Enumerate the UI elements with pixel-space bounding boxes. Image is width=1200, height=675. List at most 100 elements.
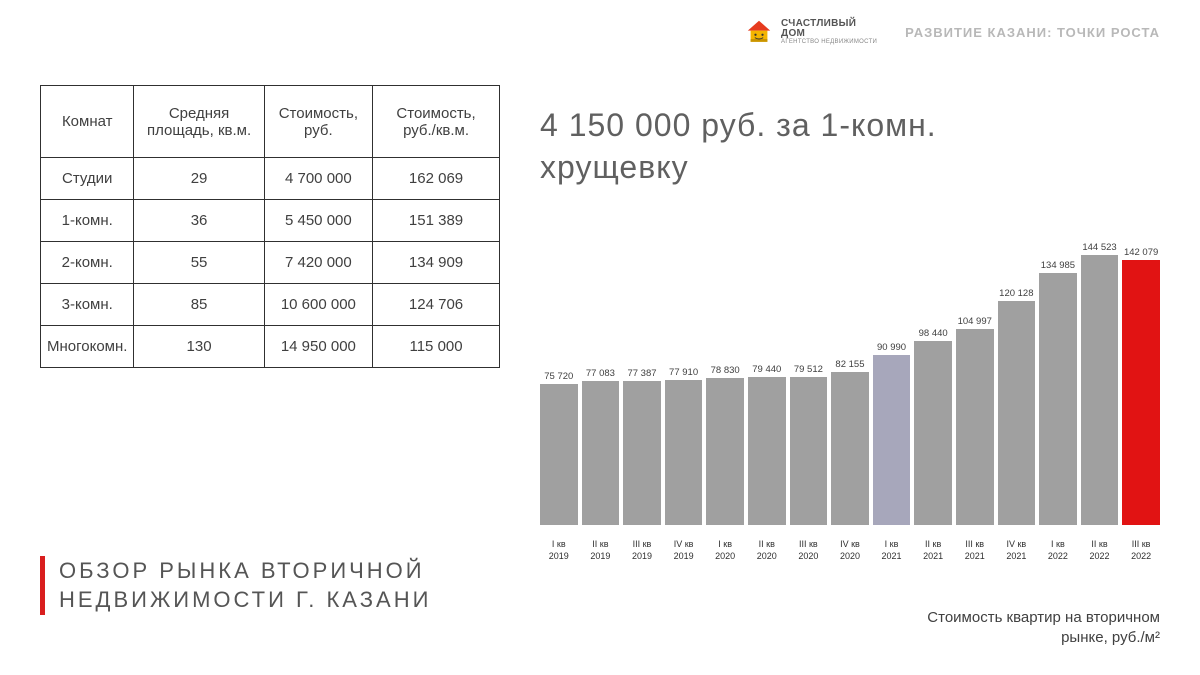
bar: [1081, 255, 1119, 525]
bar-value-label: 144 523: [1082, 242, 1116, 253]
section-title-line1: ОБЗОР РЫНКА ВТОРИЧНОЙ: [59, 556, 431, 586]
bar: [873, 355, 911, 525]
bar: [998, 301, 1036, 525]
bar-x-label: III кв2022: [1122, 539, 1160, 565]
bar-x-label: III кв2019: [623, 539, 661, 565]
bar-x-label: I кв2022: [1039, 539, 1077, 565]
table-cell: Студии: [41, 158, 134, 200]
table-row: 2-комн.557 420 000134 909: [41, 242, 500, 284]
bar-x-label: II кв2019: [582, 539, 620, 565]
table-cell: 130: [134, 326, 264, 368]
col-costm2: Стоимость, руб./кв.м.: [373, 86, 500, 158]
table-cell: 4 700 000: [264, 158, 372, 200]
bar-value-label: 98 440: [919, 328, 948, 339]
bar-column: 77 910: [665, 367, 703, 525]
bar-column: 104 997: [956, 316, 994, 525]
pricing-table: Комнат Средняя площадь, кв.м. Стоимость,…: [40, 85, 500, 368]
bar-value-label: 120 128: [999, 288, 1033, 299]
chart-caption: Стоимость квартир на вторичном рынке, ру…: [927, 608, 1160, 647]
bar: [540, 384, 578, 525]
col-area: Средняя площадь, кв.м.: [134, 86, 264, 158]
table-cell: 29: [134, 158, 264, 200]
bar-x-label: I кв2020: [706, 539, 744, 565]
price-bar-chart: 75 720 77 083 77 387 77 910 78 830 79 440 79 5…: [540, 225, 1160, 565]
caption-line1: Стоимость квартир на вторичном: [927, 608, 1160, 628]
bar-column: 79 512: [790, 364, 828, 525]
bar: [748, 377, 786, 525]
bar: [706, 378, 744, 525]
bar-column: 82 155: [831, 359, 869, 525]
col-rooms: Комнат: [41, 86, 134, 158]
bar-value-label: 77 910: [669, 367, 698, 378]
table-cell: 5 450 000: [264, 200, 372, 242]
bar: [1122, 260, 1160, 525]
bar: [956, 329, 994, 525]
brand-logo: СЧАСТЛИВЫЙ ДОМ АГЕНТСТВО НЕДВИЖИМОСТИ: [745, 18, 877, 46]
table-row: 3-комн.8510 600 000124 706: [41, 284, 500, 326]
col-cost: Стоимость, руб.: [264, 86, 372, 158]
bar-value-label: 78 830: [711, 365, 740, 376]
table-cell: 124 706: [373, 284, 500, 326]
headline-line1: 4 150 000 руб. за 1-комн.: [540, 105, 1160, 147]
bar-x-label: II кв2020: [748, 539, 786, 565]
table-cell: 85: [134, 284, 264, 326]
table-cell: 134 909: [373, 242, 500, 284]
bar-value-label: 134 985: [1041, 260, 1075, 271]
table-cell: 3-комн.: [41, 284, 134, 326]
bar: [623, 381, 661, 525]
bar-value-label: 104 997: [958, 316, 992, 327]
bar-column: 120 128: [998, 288, 1036, 525]
table-cell: 10 600 000: [264, 284, 372, 326]
bar-column: 78 830: [706, 365, 744, 525]
table-cell: 55: [134, 242, 264, 284]
bar-column: 134 985: [1039, 260, 1077, 525]
table-cell: Многокомн.: [41, 326, 134, 368]
bar-value-label: 77 083: [586, 368, 615, 379]
bar: [831, 372, 869, 525]
brand-text: СЧАСТЛИВЫЙ ДОМ АГЕНТСТВО НЕДВИЖИМОСТИ: [781, 19, 877, 45]
bar-column: 75 720: [540, 371, 578, 525]
bar-column: 144 523: [1081, 242, 1119, 525]
bar-x-label: IV кв2021: [998, 539, 1036, 565]
table-cell: 162 069: [373, 158, 500, 200]
bar-column: 98 440: [914, 328, 952, 525]
bar-column: 142 079: [1122, 247, 1160, 525]
table-row: Студии294 700 000162 069: [41, 158, 500, 200]
headline-stat: 4 150 000 руб. за 1-комн. хрущевку: [540, 105, 1160, 188]
table-row: 1-комн.365 450 000151 389: [41, 200, 500, 242]
bar-value-label: 82 155: [835, 359, 864, 370]
bar: [914, 341, 952, 525]
bar: [1039, 273, 1077, 525]
section-title-line2: НЕДВИЖИМОСТИ Г. КАЗАНИ: [59, 585, 431, 615]
headline-line2: хрущевку: [540, 147, 1160, 189]
caption-line2: рынке, руб./м²: [927, 628, 1160, 648]
header: СЧАСТЛИВЫЙ ДОМ АГЕНТСТВО НЕДВИЖИМОСТИ РА…: [745, 18, 1160, 46]
table-cell: 7 420 000: [264, 242, 372, 284]
bar-x-label: IV кв2020: [831, 539, 869, 565]
bar-column: 77 083: [582, 368, 620, 525]
bar-x-label: III кв2020: [790, 539, 828, 565]
bar-x-label: I кв2021: [873, 539, 911, 565]
bar-x-label: II кв2022: [1081, 539, 1119, 565]
bar: [665, 380, 703, 525]
brand-sub: АГЕНТСТВО НЕДВИЖИМОСТИ: [781, 39, 877, 45]
bar-value-label: 75 720: [544, 371, 573, 382]
header-title: РАЗВИТИЕ КАЗАНИ: ТОЧКИ РОСТА: [905, 25, 1160, 40]
bar-value-label: 142 079: [1124, 247, 1158, 258]
bar-x-label: II кв2021: [914, 539, 952, 565]
bar-x-label: IV кв2019: [665, 539, 703, 565]
table-cell: 115 000: [373, 326, 500, 368]
bar-value-label: 90 990: [877, 342, 906, 353]
bar-x-label: I кв2019: [540, 539, 578, 565]
brand-line2: ДОМ: [781, 29, 877, 39]
house-icon: [745, 18, 773, 46]
table-cell: 1-комн.: [41, 200, 134, 242]
table-row: Многокомн.13014 950 000115 000: [41, 326, 500, 368]
table-cell: 151 389: [373, 200, 500, 242]
bar: [582, 381, 620, 525]
bar-value-label: 79 440: [752, 364, 781, 375]
bar-column: 77 387: [623, 368, 661, 525]
bar-column: 79 440: [748, 364, 786, 525]
bar-column: 90 990: [873, 342, 911, 525]
table-header-row: Комнат Средняя площадь, кв.м. Стоимость,…: [41, 86, 500, 158]
